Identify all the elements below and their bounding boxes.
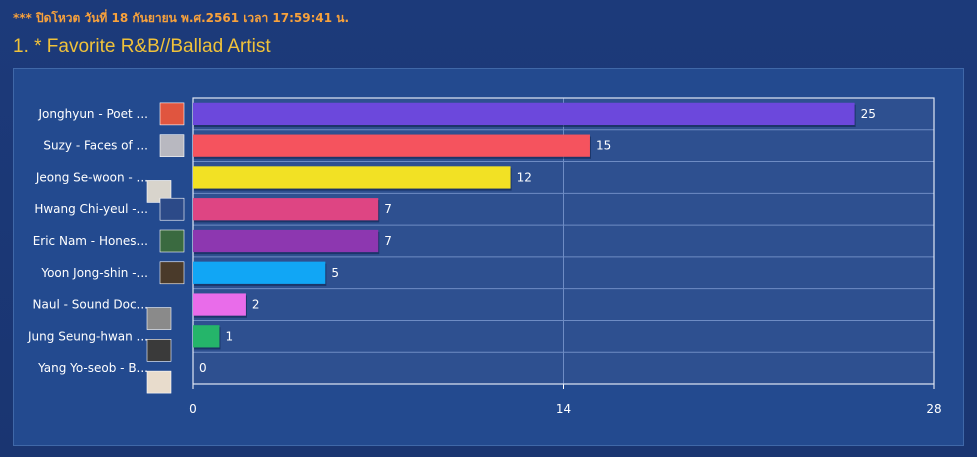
artist-thumbnail bbox=[159, 197, 185, 221]
category-label: Hwang Chi-yeul -... bbox=[34, 202, 148, 216]
category-label: Eric Nam - Hones... bbox=[33, 234, 148, 248]
artist-thumbnail bbox=[146, 307, 172, 330]
bar-value-label: 2 bbox=[252, 298, 260, 312]
category-label: Jung Seung-hwan ... bbox=[27, 329, 148, 343]
artist-thumbnail bbox=[159, 229, 185, 253]
bar-value-label: 12 bbox=[517, 170, 532, 184]
bar bbox=[193, 229, 379, 253]
bar-value-label: 15 bbox=[596, 139, 611, 153]
poll-title: 1. * Favorite R&B//Ballad Artist bbox=[13, 36, 271, 57]
bar bbox=[193, 325, 220, 348]
artist-thumbnail bbox=[159, 102, 185, 126]
artist-thumbnail bbox=[146, 370, 172, 394]
bar-value-label: 0 bbox=[199, 361, 207, 375]
artist-thumbnail bbox=[159, 134, 185, 157]
category-label: Jeong Se-woon - ... bbox=[35, 170, 148, 184]
bar bbox=[193, 198, 379, 221]
category-label: Suzy - Faces of ... bbox=[43, 139, 148, 153]
artist-thumbnail bbox=[159, 261, 185, 285]
bar-value-label: 25 bbox=[861, 107, 876, 121]
bar-value-label: 1 bbox=[225, 329, 233, 343]
artist-thumbnail bbox=[146, 180, 172, 203]
category-label: Yang Yo-seob - B... bbox=[37, 361, 148, 375]
bar-value-label: 5 bbox=[331, 266, 339, 280]
poll-closed-notice: *** ปิดโหวต วันที่ 18 กันยายน พ.ศ.2561 เ… bbox=[13, 11, 349, 25]
bar bbox=[193, 166, 511, 189]
bar bbox=[193, 261, 326, 284]
bar bbox=[193, 102, 855, 126]
artist-thumbnail bbox=[146, 339, 172, 362]
x-tick-label: 28 bbox=[926, 402, 941, 416]
bar bbox=[193, 134, 590, 157]
x-tick-label: 0 bbox=[189, 402, 197, 416]
category-label: Naul - Sound Doc... bbox=[33, 298, 148, 312]
category-label: Yoon Jong-shin -... bbox=[40, 266, 148, 280]
x-tick-label: 14 bbox=[556, 402, 571, 416]
bar bbox=[193, 293, 246, 316]
category-label: Jonghyun - Poet ... bbox=[38, 107, 148, 121]
bar-value-label: 7 bbox=[384, 234, 392, 248]
bar-value-label: 7 bbox=[384, 202, 392, 216]
